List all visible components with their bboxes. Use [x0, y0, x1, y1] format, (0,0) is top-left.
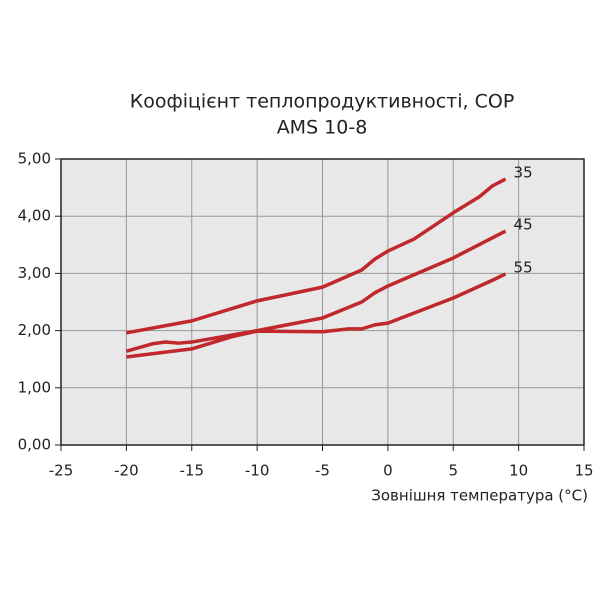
- series-line: [126, 177, 507, 335]
- y-tick-label: 2,00: [18, 321, 51, 339]
- series-label: 35: [514, 164, 533, 182]
- series-line: [125, 229, 507, 353]
- x-tick-label: -15: [180, 462, 205, 480]
- x-tick-label: 15: [574, 462, 593, 480]
- y-tick-label: 0,00: [18, 436, 51, 454]
- plot-border: [60, 158, 585, 446]
- series-line: [126, 272, 507, 359]
- series-label: 55: [514, 258, 533, 276]
- x-tick-label: -25: [49, 462, 74, 480]
- series-label: 45: [514, 216, 533, 234]
- chart-subtitle: AMS 10-8: [277, 117, 368, 139]
- chart-title: Коофіцієнт теплопродуктивності, COP: [130, 91, 515, 113]
- x-tick-label: -10: [245, 462, 270, 480]
- x-tick-label: 10: [509, 462, 528, 480]
- y-tick-label: 5,00: [18, 150, 51, 168]
- x-tick-label: 5: [448, 462, 458, 480]
- y-tick-label: 4,00: [18, 207, 51, 225]
- y-tick-label: 3,00: [18, 264, 51, 282]
- x-tick-label: 0: [383, 462, 393, 480]
- x-tick-label: -5: [315, 462, 330, 480]
- y-tick-label: 1,00: [18, 378, 51, 396]
- x-tick-label: -20: [114, 462, 139, 480]
- x-axis-label: Зовнішня температура (°C): [371, 487, 588, 505]
